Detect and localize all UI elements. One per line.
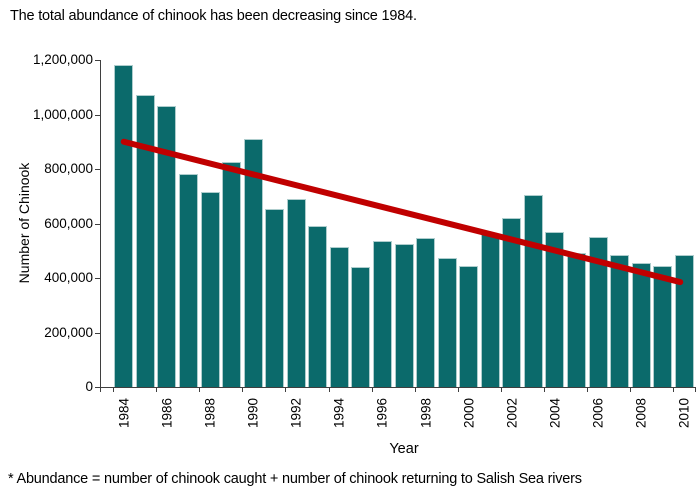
y-tick (95, 60, 100, 61)
bar-1991 (265, 208, 285, 387)
x-tick-label-1986: 1986 (159, 397, 175, 429)
y-tick-label-1200000: 1,200,000 (32, 52, 93, 67)
x-tick-label-2000: 2000 (461, 397, 477, 429)
x-tick (544, 387, 545, 392)
bar-1987 (178, 174, 198, 387)
bar-1992 (286, 198, 306, 387)
x-axis-title: Year (389, 441, 419, 457)
x-tick-label-2002: 2002 (504, 397, 520, 429)
y-tick (95, 333, 100, 334)
bar-2010 (674, 254, 694, 387)
y-tick (95, 169, 100, 170)
bar-2008 (631, 263, 651, 387)
bar-1998 (416, 238, 436, 387)
x-tick-label-1988: 1988 (202, 397, 218, 429)
x-tick (285, 387, 286, 392)
y-axis-line (100, 60, 101, 388)
x-tick (113, 387, 114, 392)
x-tick-label-1994: 1994 (331, 397, 347, 429)
x-tick (501, 387, 502, 392)
x-tick (587, 387, 588, 392)
bar-1985 (135, 95, 155, 387)
bar-1993 (308, 226, 328, 387)
y-tick-label-0: 0 (85, 379, 93, 394)
x-tick-label-2010: 2010 (676, 397, 692, 429)
bar-2001 (480, 234, 500, 387)
x-tick-label-2004: 2004 (547, 397, 563, 429)
bar-1989 (222, 162, 242, 387)
bar-1999 (437, 257, 457, 387)
bar-2002 (502, 218, 522, 387)
bar-1990 (243, 139, 263, 387)
chart-title: The total abundance of chinook has been … (10, 8, 417, 24)
bar-2009 (653, 265, 673, 387)
x-tick (415, 387, 416, 392)
bar-1986 (157, 106, 177, 387)
y-tick (95, 224, 100, 225)
x-tick-label-1990: 1990 (245, 397, 261, 429)
x-tick (458, 387, 459, 392)
x-tick (673, 387, 674, 392)
x-tick (100, 387, 101, 392)
chart-footnote: * Abundance = number of chinook caught +… (8, 471, 582, 487)
x-tick (199, 387, 200, 392)
y-tick-label-800000: 800,000 (44, 161, 93, 176)
bar-1988 (200, 192, 220, 387)
x-tick-label-1998: 1998 (418, 397, 434, 429)
x-tick-label-1996: 1996 (374, 397, 390, 429)
bar-1995 (351, 267, 371, 387)
x-tick (156, 387, 157, 392)
bar-2004 (545, 231, 565, 387)
y-tick (95, 115, 100, 116)
x-tick-label-1992: 1992 (288, 397, 304, 429)
bar-2003 (523, 194, 543, 387)
bar-2006 (588, 237, 608, 387)
x-tick-label-1984: 1984 (116, 397, 132, 429)
bar-1996 (372, 241, 392, 387)
x-axis-line (100, 387, 695, 388)
x-tick (695, 387, 696, 392)
x-tick (630, 387, 631, 392)
bar-1994 (329, 246, 349, 387)
bar-1997 (394, 243, 414, 387)
y-tick-label-1000000: 1,000,000 (32, 106, 93, 122)
y-tick (95, 387, 100, 388)
bar-1984 (114, 65, 134, 387)
x-tick-label-2006: 2006 (590, 397, 606, 429)
y-tick-label-200000: 200,000 (44, 324, 93, 340)
bar-2007 (610, 254, 630, 387)
y-tick (95, 278, 100, 279)
y-tick-label-400000: 400,000 (44, 270, 93, 285)
bar-2000 (459, 265, 479, 387)
y-tick-label-600000: 600,000 (44, 215, 93, 231)
x-tick-label-2008: 2008 (633, 397, 649, 429)
x-tick (329, 387, 330, 392)
x-tick (372, 387, 373, 392)
x-tick (242, 387, 243, 392)
bar-2005 (566, 253, 586, 387)
